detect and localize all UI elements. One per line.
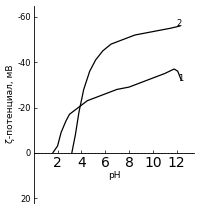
Text: 1: 1	[178, 74, 183, 83]
Y-axis label: ζ-потенциал, мВ: ζ-потенциал, мВ	[6, 65, 15, 143]
X-axis label: pH: pH	[108, 171, 120, 180]
Text: 2: 2	[177, 19, 182, 28]
